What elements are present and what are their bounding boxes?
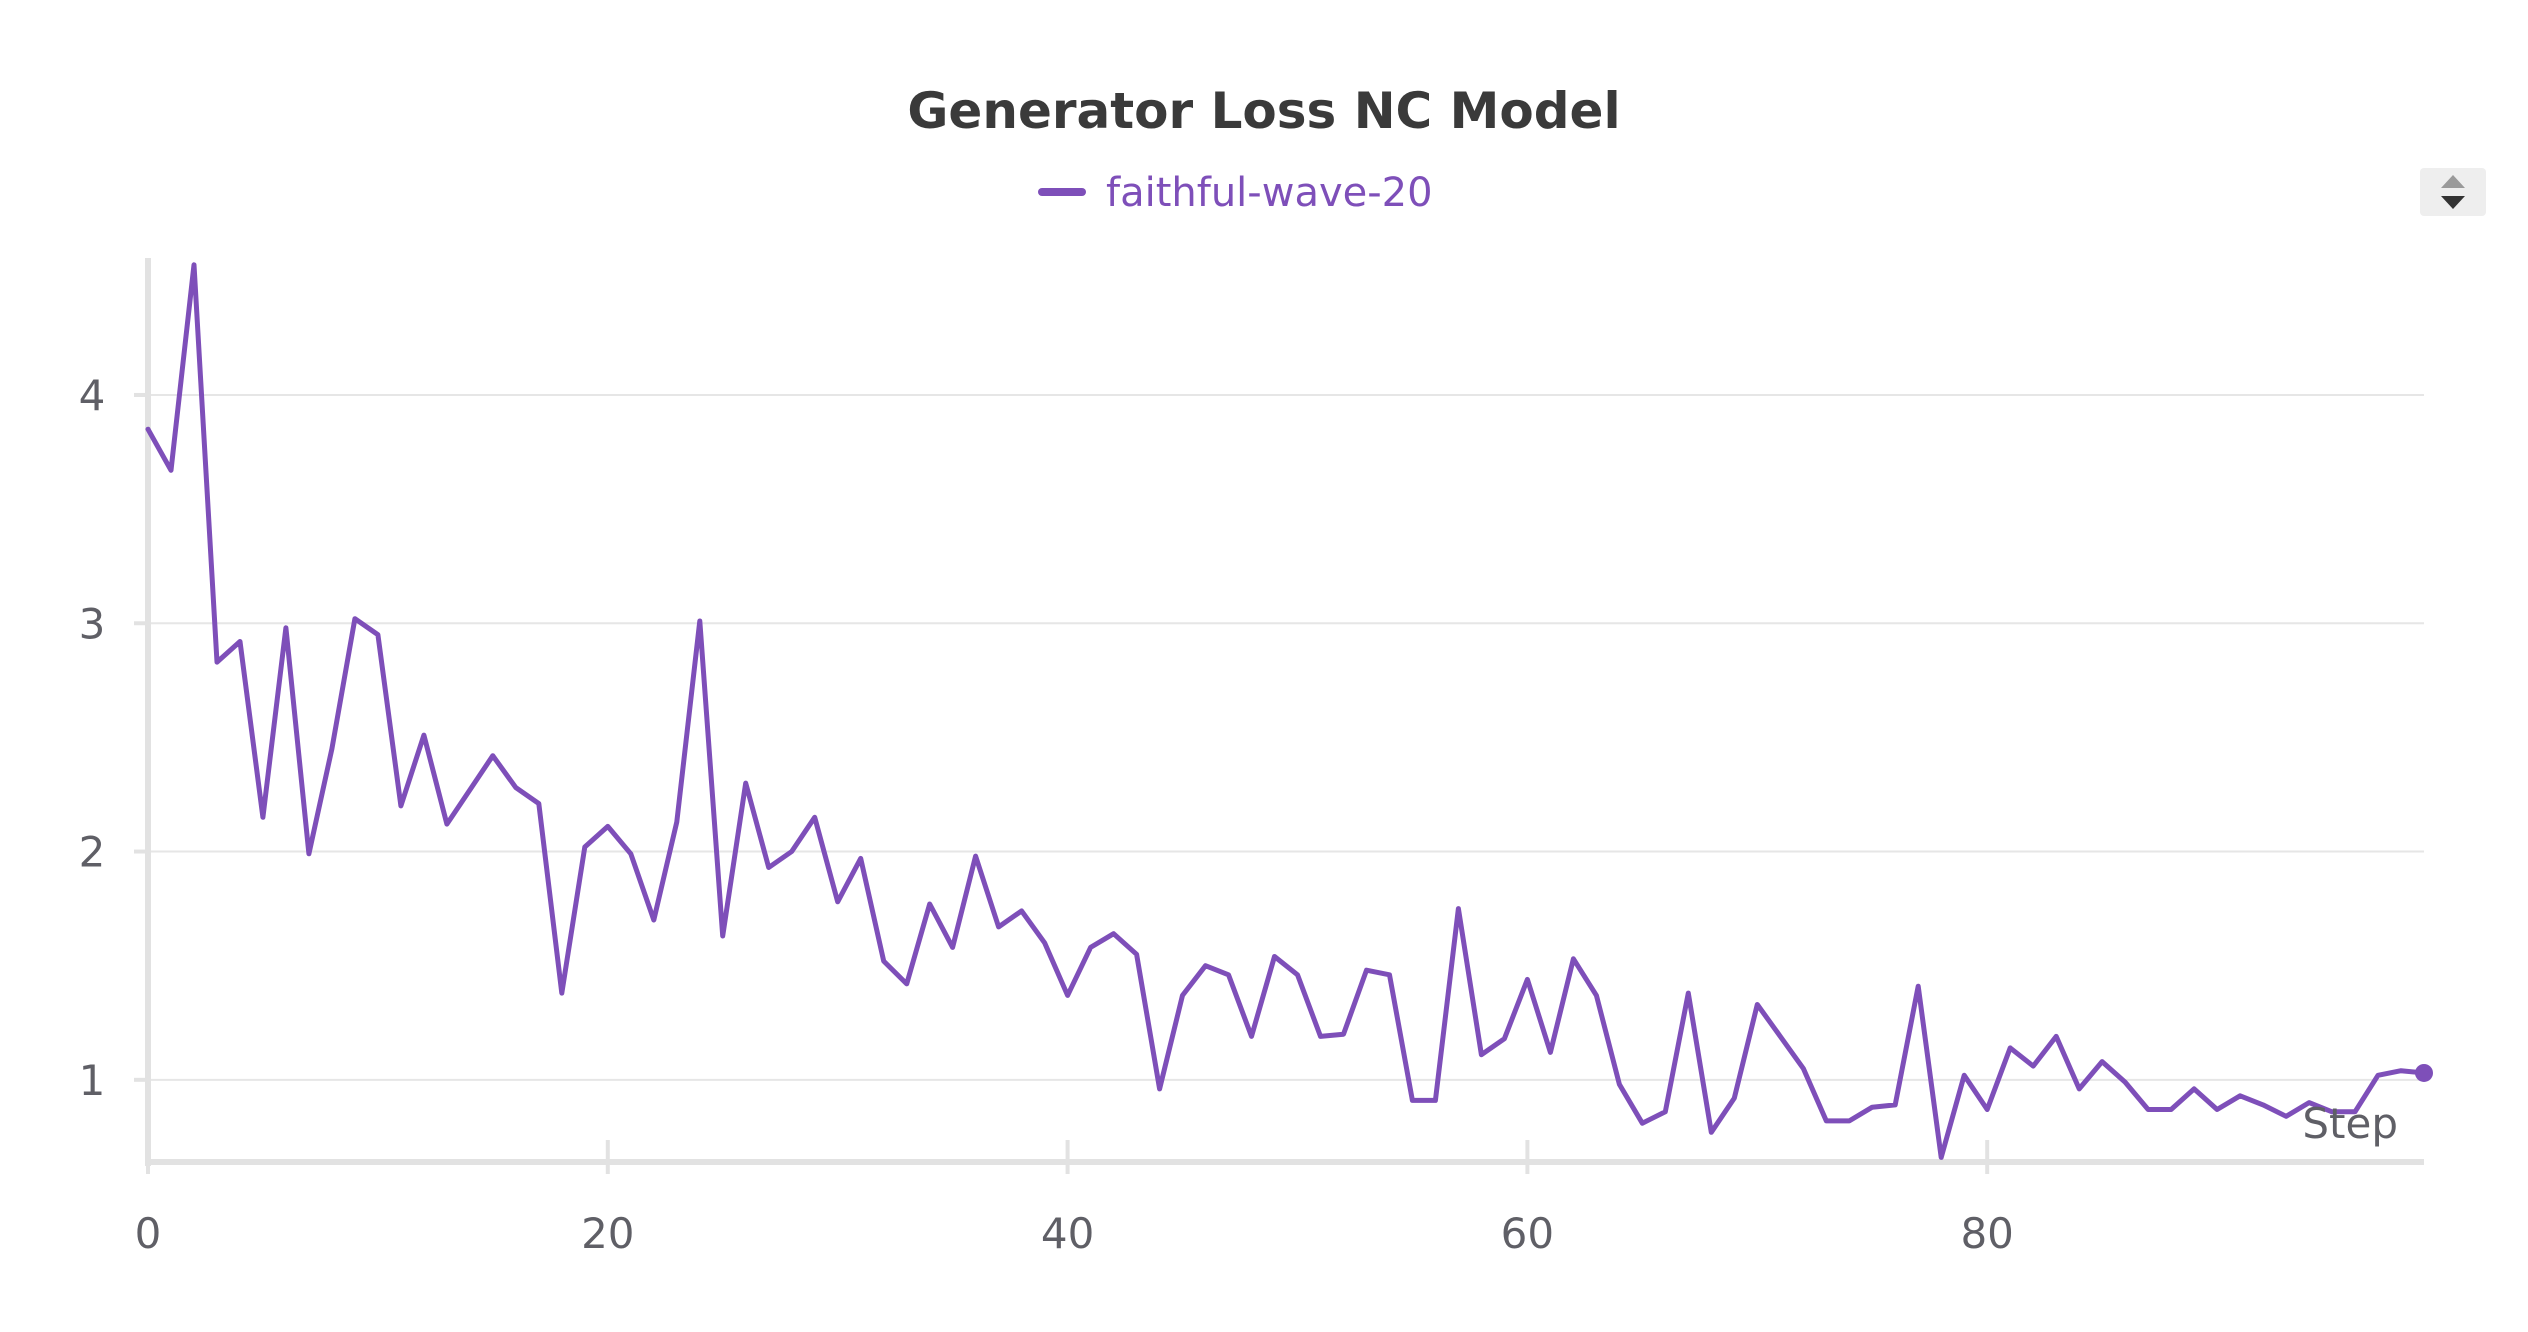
x-tick-label: 0	[135, 1209, 162, 1258]
grid-lines	[148, 393, 2424, 1081]
axes	[134, 258, 2424, 1174]
x-tick-label: 40	[1041, 1209, 1094, 1258]
scroll-down-icon[interactable]	[2441, 196, 2465, 209]
series-layer	[145, 262, 2433, 1160]
y-tick-label: 3	[79, 599, 106, 648]
legend-scroll-control[interactable]	[2420, 168, 2486, 216]
legend-label: faithful-wave-20	[1106, 170, 1433, 216]
x-axis-title: Step	[2302, 1099, 2398, 1148]
chart-title: Generator Loss NC Model	[907, 82, 1620, 140]
legend[interactable]: faithful-wave-20	[1038, 170, 1433, 216]
series-end-point[interactable]	[2415, 1063, 2433, 1082]
y-tick-label: 2	[79, 828, 106, 877]
x-tick-label: 60	[1501, 1209, 1554, 1258]
y-tick-label: 4	[79, 371, 106, 420]
x-tick-label: 80	[1960, 1209, 2013, 1258]
scroll-up-icon[interactable]	[2441, 175, 2465, 188]
x-tick-label: 20	[581, 1209, 634, 1258]
series-line[interactable]	[145, 262, 2427, 1160]
y-tick-label: 1	[79, 1056, 106, 1105]
legend-scroll-background	[2420, 168, 2486, 216]
